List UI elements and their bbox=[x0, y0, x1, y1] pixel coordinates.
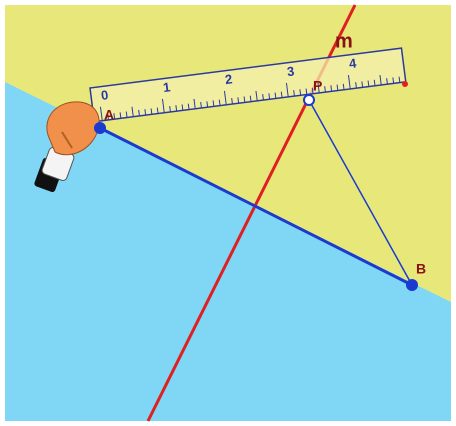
point-label: P bbox=[313, 78, 322, 94]
ruler-tick bbox=[125, 111, 128, 118]
ruler-tick bbox=[336, 84, 339, 91]
ruler-tick bbox=[311, 87, 314, 94]
ruler-tick bbox=[150, 108, 153, 115]
ruler-tick bbox=[342, 83, 345, 90]
ruler-tick bbox=[280, 91, 283, 98]
point-b bbox=[406, 279, 418, 291]
point-label: B bbox=[416, 261, 426, 277]
ruler-tick bbox=[355, 82, 357, 89]
ruler-tick bbox=[156, 107, 159, 114]
segment-ab bbox=[99, 126, 413, 287]
ruler-tick bbox=[262, 94, 264, 101]
point-a bbox=[94, 122, 106, 134]
ruler-tick bbox=[119, 112, 122, 119]
ruler-tick bbox=[330, 85, 333, 92]
ruler-tick bbox=[175, 105, 178, 112]
ruler: 0 1 2 3 4 bbox=[89, 47, 407, 123]
ruler-tick bbox=[386, 78, 388, 85]
ruler-tick bbox=[299, 89, 302, 96]
hand-cursor bbox=[34, 101, 100, 193]
point-p bbox=[303, 94, 315, 106]
ruler-tick bbox=[398, 76, 401, 83]
ruler-tick bbox=[144, 109, 147, 116]
ruler-tick bbox=[161, 98, 165, 113]
ruler-tick bbox=[107, 113, 109, 120]
line-label: m bbox=[335, 30, 353, 52]
ruler-tick bbox=[231, 98, 233, 105]
ruler-tick bbox=[379, 74, 382, 86]
ruler-tick bbox=[285, 82, 289, 97]
ruler-tick bbox=[169, 105, 171, 113]
ruler-tick bbox=[367, 80, 370, 87]
ruler-number: 0 bbox=[100, 87, 109, 103]
ruler-number: 3 bbox=[286, 63, 295, 79]
point-label: A bbox=[104, 107, 114, 123]
ruler-tick bbox=[200, 101, 202, 109]
ruler-tick bbox=[212, 100, 215, 107]
ruler-tick bbox=[113, 113, 116, 120]
ruler-tick bbox=[131, 106, 134, 117]
ruler-tick bbox=[138, 109, 140, 117]
ruler-tick bbox=[237, 97, 240, 104]
ruler-tick bbox=[268, 93, 271, 100]
ruler-tick bbox=[99, 106, 103, 121]
segment-pb bbox=[308, 99, 413, 286]
ruler-tick bbox=[249, 95, 252, 102]
ruler-tick bbox=[206, 101, 209, 108]
ruler-end bbox=[402, 81, 408, 87]
ruler-tick bbox=[293, 90, 295, 97]
ruler-tick bbox=[373, 79, 376, 86]
ruler-tick bbox=[361, 81, 364, 88]
ruler-tick bbox=[243, 96, 246, 103]
ruler-tick bbox=[181, 104, 184, 111]
ruler-tick bbox=[187, 103, 190, 110]
ruler-tick bbox=[193, 98, 196, 109]
hand-line bbox=[61, 131, 73, 149]
ruler-body bbox=[89, 47, 407, 123]
ruler-tick bbox=[274, 92, 277, 99]
blue-region bbox=[5, 82, 451, 421]
ruler-tick bbox=[392, 77, 395, 84]
ruler-tick bbox=[255, 90, 258, 101]
hand bbox=[46, 101, 100, 156]
ruler-tick bbox=[223, 90, 227, 105]
ruler-tick bbox=[347, 74, 351, 90]
ruler-tick bbox=[305, 88, 308, 95]
ruler-tick bbox=[218, 99, 221, 106]
ruler-tick bbox=[317, 82, 320, 93]
ruler-number: 1 bbox=[162, 79, 171, 95]
ruler-number: 4 bbox=[348, 55, 358, 71]
ruler-tick bbox=[324, 86, 326, 93]
ruler-number: 2 bbox=[224, 71, 233, 87]
